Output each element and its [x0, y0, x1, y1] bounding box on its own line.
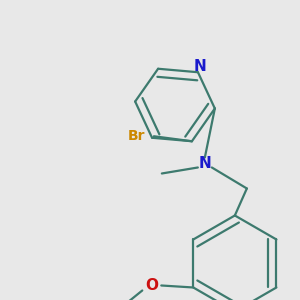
Text: N: N [199, 156, 211, 171]
Text: N: N [194, 59, 207, 74]
Text: O: O [145, 278, 158, 293]
Text: Br: Br [128, 129, 146, 143]
